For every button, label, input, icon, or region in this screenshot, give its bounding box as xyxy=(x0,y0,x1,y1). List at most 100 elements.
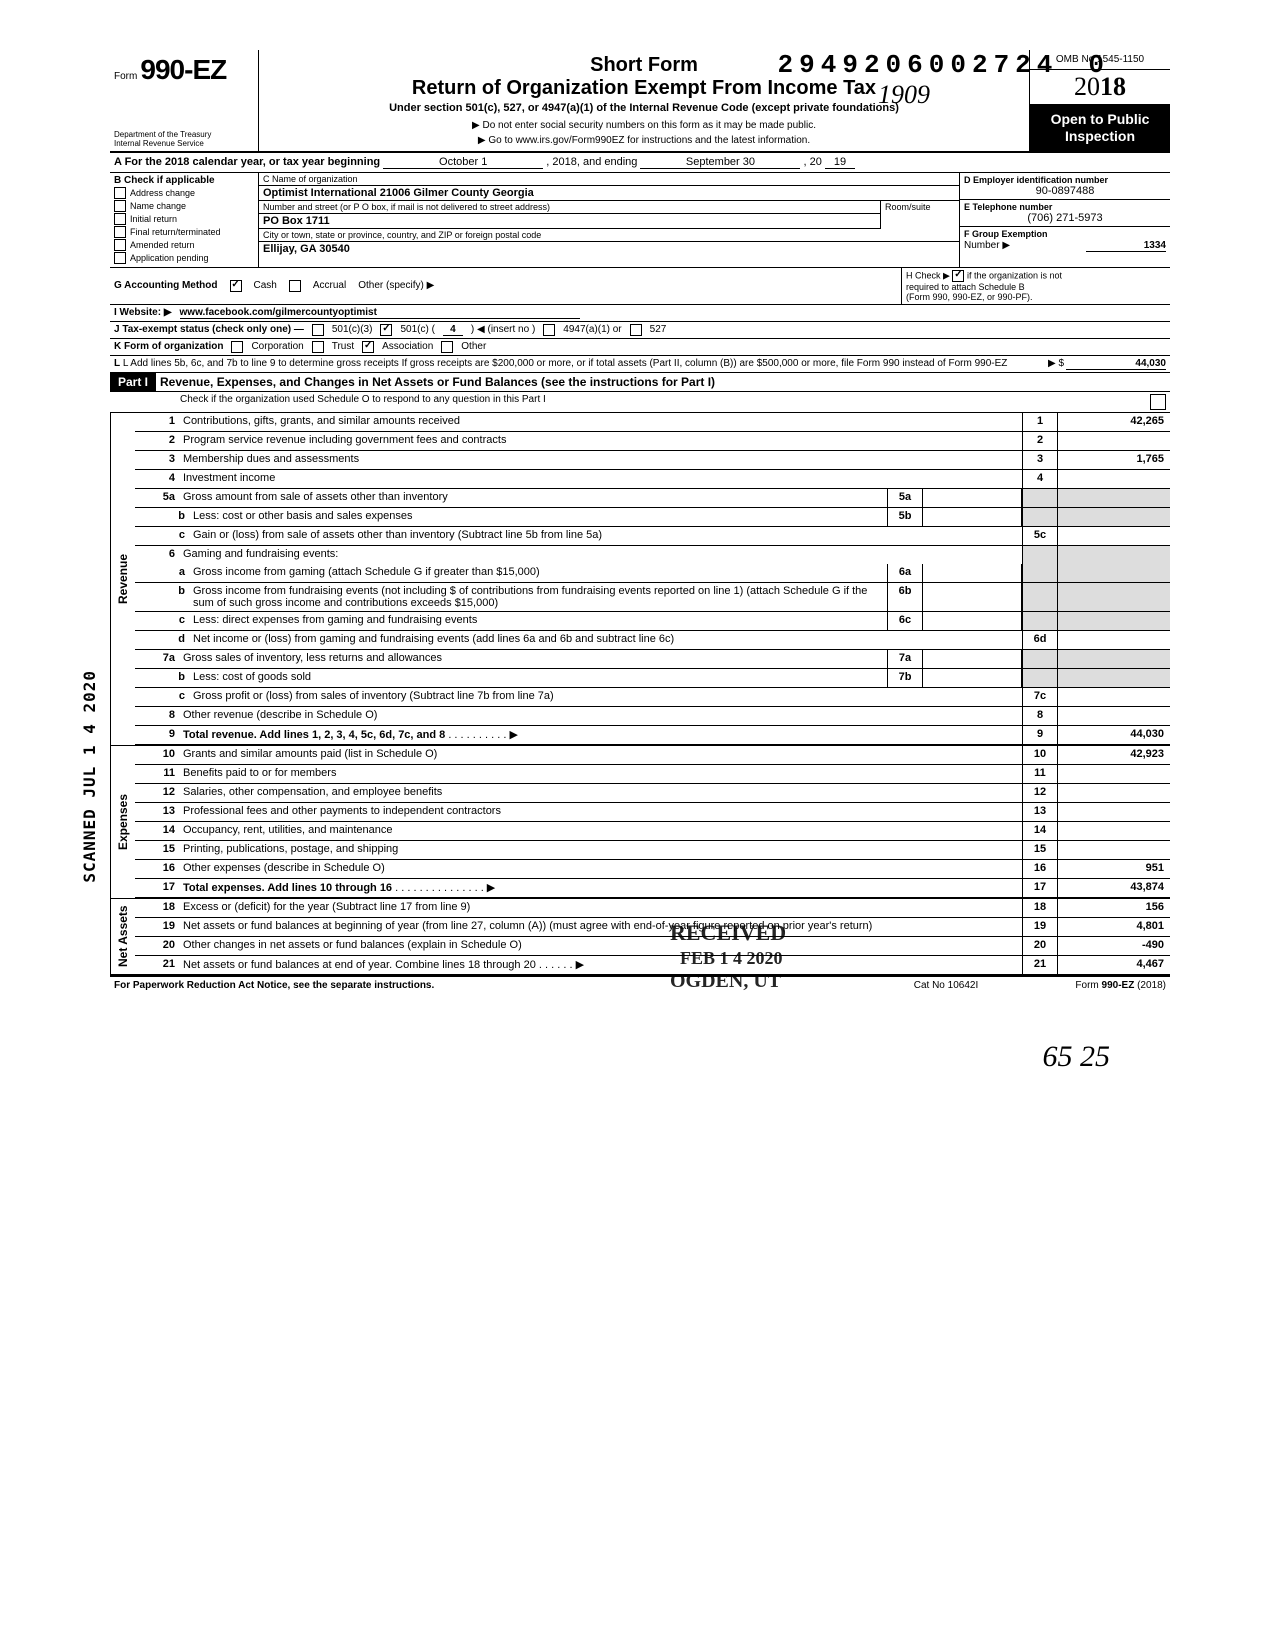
line-6: 6Gaming and fundraising events: xyxy=(135,546,1170,564)
lr: 20 xyxy=(1022,937,1058,955)
scan-number-end: 0 xyxy=(1088,50,1110,80)
lr xyxy=(1022,489,1058,507)
ln: a xyxy=(135,564,189,582)
line-7c: cGross profit or (loss) from sales of in… xyxy=(135,688,1170,707)
revenue-lines: 1Contributions, gifts, grants, and simil… xyxy=(135,413,1170,745)
room-suite: Room/suite xyxy=(880,201,959,229)
chk-amended-return[interactable]: Amended return xyxy=(114,239,254,251)
handwritten-top: 1909 xyxy=(878,80,930,110)
lma xyxy=(923,583,1022,611)
tax-year-begin: October 1 xyxy=(383,156,543,169)
chk-final-return[interactable]: Final return/terminated xyxy=(114,226,254,238)
chk-h[interactable] xyxy=(952,270,964,282)
ld: Gross sales of inventory, less returns a… xyxy=(179,650,887,668)
chk-4947[interactable] xyxy=(543,324,555,336)
chk-initial-return[interactable]: Initial return xyxy=(114,213,254,225)
lm: 6a xyxy=(887,564,923,582)
revenue-section: Revenue 1Contributions, gifts, grants, a… xyxy=(110,413,1170,745)
form-page: 29492060027240 1909 Form 990-EZ Departme… xyxy=(110,50,1170,994)
form-number: 990-EZ xyxy=(140,54,226,85)
la: 951 xyxy=(1058,860,1170,878)
chk-501c[interactable] xyxy=(380,324,392,336)
ld: Net income or (loss) from gaming and fun… xyxy=(189,631,1022,649)
j-label: J Tax-exempt status (check only one) — xyxy=(114,324,304,335)
group-exemption-box: F Group Exemption Number ▶ 1334 xyxy=(960,227,1170,253)
chk-trust[interactable] xyxy=(312,341,324,353)
scanned-stamp: SCANNED JUL 1 4 2020 xyxy=(80,670,99,883)
ln: c xyxy=(135,527,189,545)
revenue-side-label: Revenue xyxy=(110,413,135,745)
chk-application-pending[interactable]: Application pending xyxy=(114,252,254,264)
lma xyxy=(923,650,1022,668)
lm: 5b xyxy=(887,508,923,526)
line-21: 21Net assets or fund balances at end of … xyxy=(135,956,1170,974)
lr: 13 xyxy=(1022,803,1058,821)
checkbox-icon[interactable] xyxy=(114,252,126,264)
checkbox-icon[interactable] xyxy=(114,226,126,238)
lr: 8 xyxy=(1022,707,1058,725)
chk-association[interactable] xyxy=(362,341,374,353)
city-label: City or town, state or province, country… xyxy=(259,229,959,242)
stamp-date: FEB 1 4 2020 xyxy=(680,948,783,969)
col-b-label: B Check if applicable xyxy=(114,175,254,186)
chk-cash[interactable] xyxy=(230,280,242,292)
ln: b xyxy=(135,508,189,526)
lr: 16 xyxy=(1022,860,1058,878)
checkbox-icon[interactable] xyxy=(114,213,126,225)
ld: Net assets or fund balances at end of ye… xyxy=(183,959,536,971)
ln: 10 xyxy=(135,746,179,764)
checkbox-icon[interactable] xyxy=(114,200,126,212)
la xyxy=(1058,631,1170,649)
la: 156 xyxy=(1058,899,1170,917)
la xyxy=(1058,489,1170,507)
cash-label: Cash xyxy=(254,280,277,291)
tax-year-yr: 19 xyxy=(825,156,855,169)
check-o-box[interactable] xyxy=(1150,394,1166,410)
chk-501c3[interactable] xyxy=(312,324,324,336)
lma xyxy=(923,508,1022,526)
ld: Gross profit or (loss) from sales of inv… xyxy=(189,688,1022,706)
checkbox-icon[interactable] xyxy=(114,187,126,199)
stamp-location: OGDEN, UT xyxy=(670,970,781,993)
goto-note: ▶ Go to www.irs.gov/Form990EZ for instru… xyxy=(267,135,1021,146)
ld: Investment income xyxy=(179,470,1022,488)
checkbox-icon[interactable] xyxy=(114,239,126,251)
trust-label: Trust xyxy=(332,341,354,352)
ld: Total revenue. Add lines 1, 2, 3, 4, 5c,… xyxy=(183,729,445,741)
chk-527[interactable] xyxy=(630,324,642,336)
h-text2: if the organization is not xyxy=(967,270,1062,280)
lm: 7b xyxy=(887,669,923,687)
street-label: Number and street (or P O box, if mail i… xyxy=(259,201,880,214)
la: 42,923 xyxy=(1058,746,1170,764)
footer-form: Form 990-EZ (2018) xyxy=(1006,980,1166,991)
lm: 5a xyxy=(887,489,923,507)
ld: Excess or (deficit) for the year (Subtra… xyxy=(179,899,1022,917)
chk-other-org[interactable] xyxy=(441,341,453,353)
lr xyxy=(1022,650,1058,668)
expenses-side-label: Expenses xyxy=(110,746,135,898)
section-bcd: B Check if applicable Address change Nam… xyxy=(110,173,1170,268)
ln: 7a xyxy=(135,650,179,668)
lr: 14 xyxy=(1022,822,1058,840)
line-5c: cGain or (loss) from sale of assets othe… xyxy=(135,527,1170,546)
line-17: 17Total expenses. Add lines 10 through 1… xyxy=(135,879,1170,898)
k-label: K Form of organization xyxy=(114,341,223,352)
chk-corporation[interactable] xyxy=(231,341,243,353)
f-label: F Group Exemption xyxy=(964,229,1048,239)
ld: Gaming and fundraising events: xyxy=(179,546,1022,564)
ln: 4 xyxy=(135,470,179,488)
501c3-label: 501(c)(3) xyxy=(332,324,373,335)
chk-name-change[interactable]: Name change xyxy=(114,200,254,212)
netassets-section: Net Assets 18Excess or (deficit) for the… xyxy=(110,898,1170,976)
ld: Net assets or fund balances at beginning… xyxy=(179,918,1022,936)
chk-address-change[interactable]: Address change xyxy=(114,187,254,199)
ln: 18 xyxy=(135,899,179,917)
la xyxy=(1058,564,1170,582)
lma xyxy=(923,669,1022,687)
chk-accrual[interactable] xyxy=(289,280,301,292)
la xyxy=(1058,765,1170,783)
ln: 9 xyxy=(135,726,179,744)
h-text3: required to attach Schedule B xyxy=(906,282,1025,292)
expenses-section: Expenses 10Grants and similar amounts pa… xyxy=(110,745,1170,898)
lr: 10 xyxy=(1022,746,1058,764)
